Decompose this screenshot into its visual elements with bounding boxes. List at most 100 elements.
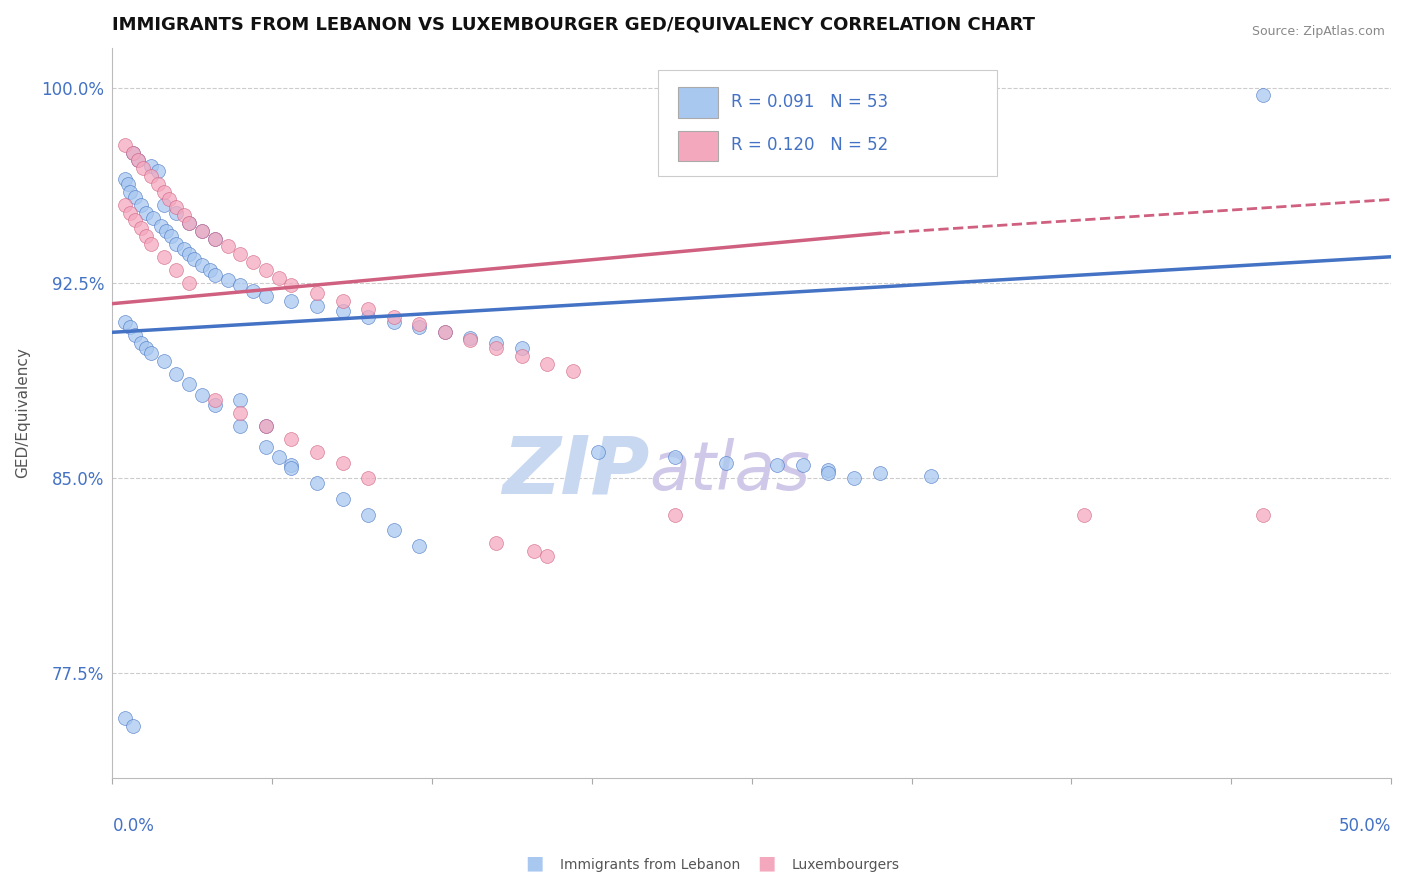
Point — [122, 145, 145, 160]
Point — [165, 367, 187, 381]
Point — [1073, 508, 1095, 522]
Point — [305, 476, 328, 491]
Point — [179, 216, 201, 230]
Text: Immigrants from Lebanon: Immigrants from Lebanon — [560, 858, 740, 872]
Point — [217, 273, 239, 287]
Text: 0.0%: 0.0% — [112, 817, 155, 835]
Point — [114, 197, 136, 211]
Point — [229, 406, 252, 420]
Point — [280, 432, 302, 446]
Point — [242, 255, 264, 269]
Point — [165, 200, 187, 214]
Point — [357, 301, 380, 316]
Point — [191, 224, 214, 238]
Point — [152, 354, 174, 368]
Point — [204, 231, 226, 245]
Text: atlas: atlas — [650, 438, 811, 504]
Point — [920, 468, 942, 483]
Point — [148, 177, 170, 191]
Point — [129, 221, 152, 235]
Point — [242, 284, 264, 298]
Point — [114, 711, 136, 725]
Point — [817, 463, 839, 477]
Point — [433, 326, 456, 340]
Point — [280, 278, 302, 293]
Point — [842, 471, 865, 485]
Point — [139, 346, 162, 360]
Point — [173, 242, 195, 256]
FancyBboxPatch shape — [678, 131, 718, 161]
Point — [332, 456, 354, 470]
Point — [869, 466, 891, 480]
Point — [165, 236, 187, 251]
Point — [173, 208, 195, 222]
Point — [229, 247, 252, 261]
Point — [510, 341, 533, 355]
Point — [152, 197, 174, 211]
Point — [204, 231, 226, 245]
Point — [120, 205, 142, 219]
Point — [510, 349, 533, 363]
Point — [1251, 88, 1274, 103]
Point — [183, 252, 205, 267]
Point — [305, 286, 328, 301]
Point — [305, 445, 328, 459]
Point — [179, 247, 201, 261]
Point — [254, 262, 277, 277]
Point — [254, 289, 277, 303]
Point — [165, 262, 187, 277]
Point — [191, 388, 214, 402]
Point — [357, 508, 380, 522]
Point — [191, 224, 214, 238]
Point — [135, 341, 157, 355]
Point — [408, 320, 430, 334]
Point — [664, 450, 686, 465]
Text: R = 0.091   N = 53: R = 0.091 N = 53 — [731, 93, 889, 111]
Point — [382, 315, 405, 329]
Point — [132, 161, 155, 176]
Point — [254, 419, 277, 434]
Point — [714, 456, 737, 470]
Point — [129, 335, 152, 350]
Point — [280, 460, 302, 475]
Point — [160, 229, 183, 244]
Text: ■: ■ — [756, 854, 776, 872]
Point — [155, 224, 177, 238]
Point — [204, 392, 226, 407]
Point — [129, 197, 152, 211]
Point — [485, 536, 508, 550]
Point — [114, 171, 136, 186]
Point — [267, 270, 290, 285]
Text: ZIP: ZIP — [502, 433, 650, 510]
Point — [536, 357, 558, 371]
Point — [817, 466, 839, 480]
Point — [135, 205, 157, 219]
Point — [179, 216, 201, 230]
Point — [561, 364, 583, 378]
Point — [114, 315, 136, 329]
Point — [332, 491, 354, 506]
Text: R = 0.120   N = 52: R = 0.120 N = 52 — [731, 136, 889, 154]
Point — [280, 293, 302, 308]
Text: Source: ZipAtlas.com: Source: ZipAtlas.com — [1251, 25, 1385, 38]
Text: IMMIGRANTS FROM LEBANON VS LUXEMBOURGER GED/EQUIVALENCY CORRELATION CHART: IMMIGRANTS FROM LEBANON VS LUXEMBOURGER … — [112, 15, 1035, 33]
Point — [229, 278, 252, 293]
Point — [254, 440, 277, 454]
Point — [122, 145, 145, 160]
Point — [139, 159, 162, 173]
Point — [117, 177, 139, 191]
Point — [664, 508, 686, 522]
Point — [460, 330, 482, 344]
Point — [179, 276, 201, 290]
Point — [229, 419, 252, 434]
Point — [142, 211, 165, 225]
Point — [198, 262, 221, 277]
Point — [267, 450, 290, 465]
FancyBboxPatch shape — [658, 70, 997, 176]
Point — [536, 549, 558, 564]
Point — [127, 153, 149, 168]
Point — [124, 190, 146, 204]
Point — [124, 213, 146, 227]
Point — [229, 392, 252, 407]
Point — [460, 333, 482, 347]
